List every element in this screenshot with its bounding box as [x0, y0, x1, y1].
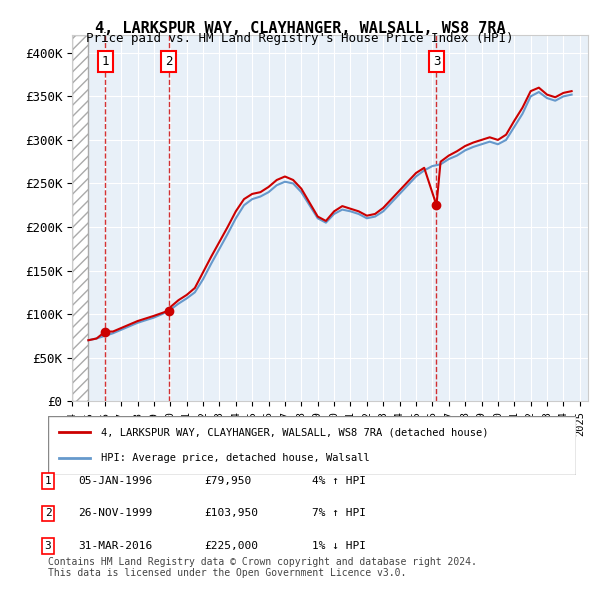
- Text: Contains HM Land Registry data © Crown copyright and database right 2024.
This d: Contains HM Land Registry data © Crown c…: [48, 556, 477, 578]
- Text: 31-MAR-2016: 31-MAR-2016: [78, 541, 152, 550]
- Text: 1% ↓ HPI: 1% ↓ HPI: [312, 541, 366, 550]
- Text: 26-NOV-1999: 26-NOV-1999: [78, 509, 152, 518]
- Text: 1: 1: [44, 476, 52, 486]
- Text: 1: 1: [101, 55, 109, 68]
- Text: Price paid vs. HM Land Registry's House Price Index (HPI): Price paid vs. HM Land Registry's House …: [86, 32, 514, 45]
- FancyBboxPatch shape: [48, 416, 576, 475]
- Text: £79,950: £79,950: [204, 476, 251, 486]
- Text: 4, LARKSPUR WAY, CLAYHANGER, WALSALL, WS8 7RA: 4, LARKSPUR WAY, CLAYHANGER, WALSALL, WS…: [95, 21, 505, 35]
- Text: £103,950: £103,950: [204, 509, 258, 518]
- Text: 4% ↑ HPI: 4% ↑ HPI: [312, 476, 366, 486]
- Text: 2: 2: [165, 55, 172, 68]
- Text: 4, LARKSPUR WAY, CLAYHANGER, WALSALL, WS8 7RA (detached house): 4, LARKSPUR WAY, CLAYHANGER, WALSALL, WS…: [101, 428, 488, 437]
- Text: 3: 3: [433, 55, 440, 68]
- Text: £225,000: £225,000: [204, 541, 258, 550]
- Text: 7% ↑ HPI: 7% ↑ HPI: [312, 509, 366, 518]
- Text: 2: 2: [44, 509, 52, 518]
- Text: 05-JAN-1996: 05-JAN-1996: [78, 476, 152, 486]
- Text: HPI: Average price, detached house, Walsall: HPI: Average price, detached house, Wals…: [101, 454, 370, 463]
- Bar: [72, 35, 88, 401]
- Text: 3: 3: [44, 541, 52, 550]
